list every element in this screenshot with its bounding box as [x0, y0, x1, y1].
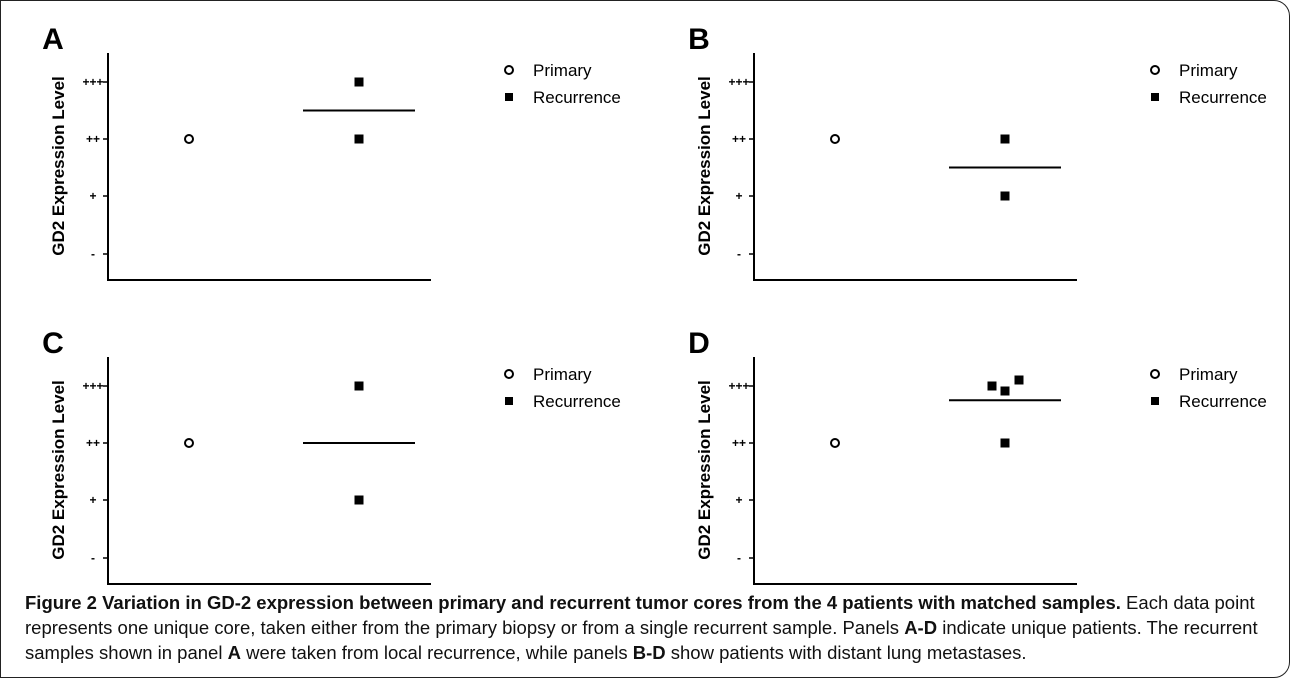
panel-a-ytick-label: ++	[86, 132, 100, 146]
panel-d-legend-label: Primary	[1179, 365, 1238, 384]
panel-d-ytick-label: ++	[732, 436, 746, 450]
panel-a-legend-primary-marker	[504, 65, 514, 75]
panel-d-ytick-label: +	[735, 493, 742, 507]
panel-c-legend-primary-marker	[504, 369, 514, 379]
panel-b-primary-point	[830, 134, 840, 144]
panel-a-ylabel: GD2 Expression Level	[49, 76, 68, 256]
panel-c-recurrence-point	[354, 495, 364, 505]
panel-b-ytick-label: ++	[732, 132, 746, 146]
panel-a-letter: A	[42, 23, 64, 56]
panel-c-legend-recurrence-marker	[505, 397, 513, 405]
panel-c-legend-label: Primary	[533, 365, 592, 384]
caption-bold-3: B-D	[632, 642, 666, 663]
panel-d-legend-primary-marker	[1150, 369, 1160, 379]
panel-b-letter: B	[688, 23, 710, 56]
panel-d-ylabel: GD2 Expression Level	[695, 380, 714, 560]
panel-b-legend-label: Recurrence	[1179, 88, 1267, 107]
caption-text-2: indicate unique patients. The recurrent …	[25, 617, 1258, 663]
panel-a-primary-point	[184, 134, 194, 144]
panel-a-ytick-label: +	[89, 189, 96, 203]
caption-bold-2: A	[227, 642, 241, 663]
panel-a-legend-label: Recurrence	[533, 88, 621, 107]
panel-c-letter: C	[42, 327, 64, 360]
panel-d-legend-recurrence-marker	[1151, 397, 1159, 405]
panel-d-ytick-label: -	[737, 551, 741, 565]
panel-b-ytick-label: -	[737, 247, 741, 261]
panel-d-recurrence-point	[1000, 386, 1010, 396]
panel-c-ylabel: GD2 Expression Level	[49, 380, 68, 560]
panel-c-ytick-label: +	[89, 493, 96, 507]
figure-caption: Figure 2 Variation in GD-2 expression be…	[25, 590, 1275, 665]
caption-text-4: show patients with distant lung metastas…	[665, 642, 1027, 663]
panel-b-legend-label: Primary	[1179, 61, 1238, 80]
panel-b-recurrence-point	[1000, 134, 1010, 144]
panel-d-legend-label: Recurrence	[1179, 392, 1267, 411]
panel-c-ytick-label: -	[91, 551, 95, 565]
panel-a-recurrence-point	[354, 77, 364, 87]
panel-b-legend-recurrence-marker	[1151, 93, 1159, 101]
panel-c-ytick-label: +++	[82, 379, 103, 393]
panel-a-legend-recurrence-marker	[505, 93, 513, 101]
panel-d-primary-point	[830, 438, 840, 448]
panel-c-recurrence-point	[354, 381, 364, 391]
caption-text-3: were taken from local recurrence, while …	[240, 642, 633, 663]
panel-d-recurrence-point	[987, 381, 997, 391]
panel-b-ytick-label: +	[735, 189, 742, 203]
panel-d-letter: D	[688, 327, 710, 360]
panel-b-ylabel: GD2 Expression Level	[695, 76, 714, 256]
caption-text-1: Each data point represents one unique co…	[25, 592, 1255, 638]
panel-c-ytick-label: ++	[86, 436, 100, 450]
panel-b-ytick-label: +++	[728, 75, 749, 89]
panel-c-primary-point	[184, 438, 194, 448]
panel-a-ytick-label: -	[91, 247, 95, 261]
panel-a-legend-label: Primary	[533, 61, 592, 80]
panel-b-recurrence-point	[1000, 191, 1010, 201]
panel-c-legend-label: Recurrence	[533, 392, 621, 411]
caption-bold-1: A-D	[904, 617, 938, 638]
panel-d-recurrence-point	[1000, 438, 1010, 448]
panel-a-ytick-label: +++	[82, 75, 103, 89]
caption-title: Figure 2 Variation in GD-2 expression be…	[25, 592, 1121, 613]
panel-b-legend-primary-marker	[1150, 65, 1160, 75]
panel-d-ytick-label: +++	[728, 379, 749, 393]
panel-a-recurrence-point	[354, 134, 364, 144]
panel-d-recurrence-point	[1014, 375, 1024, 385]
